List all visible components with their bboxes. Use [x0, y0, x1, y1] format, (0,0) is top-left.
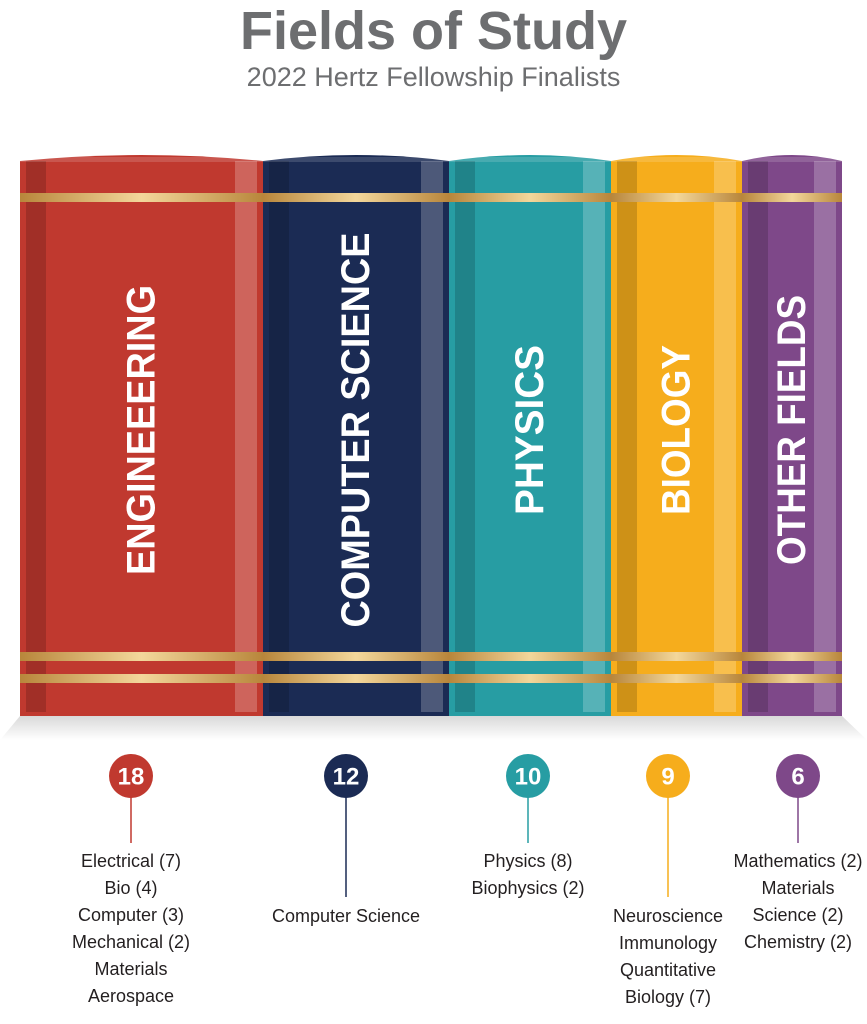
count-marker: 10: [506, 754, 550, 843]
detail-item: Aerospace: [87, 986, 175, 1006]
count-value: 9: [661, 764, 674, 791]
detail-item: Chemistry (2): [743, 932, 852, 952]
detail-item: Computer Science: [271, 906, 421, 926]
count-value: 6: [791, 764, 804, 791]
detail-list: Neuroscience Immunology Quantitative Biolog…: [583, 903, 753, 1011]
book-other-fields: OTHER FIELDS: [742, 155, 842, 716]
detail-list: Computer Science: [261, 903, 431, 930]
category-label: ENGINEEERING: [120, 285, 164, 575]
category-label: PHYSICS: [508, 345, 552, 515]
detail-list: Physics (8) Biophysics (2): [443, 848, 613, 902]
detail-item: Mathematics (2): [733, 851, 863, 871]
count-marker: 12: [324, 754, 368, 897]
detail-item: Mechanical (2): [71, 932, 191, 952]
detail-list: Mathematics (2) Materials Science (2) Chemi…: [713, 848, 867, 956]
count-value: 10: [515, 764, 542, 791]
book-biology: BIOLOGY: [611, 155, 742, 716]
book-computer-science: COMPUTER SCIENCE: [263, 155, 449, 716]
detail-item: Materials: [94, 959, 168, 979]
detail-item: Neuroscience: [612, 906, 724, 926]
detail-item: Biology (7): [624, 987, 712, 1007]
count-value: 12: [333, 764, 360, 791]
book-physics: PHYSICS: [449, 155, 611, 716]
shelf: [0, 716, 867, 740]
count-value: 18: [118, 764, 145, 791]
detail-list: Electrical (7) Bio (4) Computer (3) Mechani…: [46, 848, 216, 1010]
count-marker: 18: [109, 754, 153, 843]
detail-item: Bio (4): [104, 878, 158, 898]
count-marker: 6: [776, 754, 820, 843]
chart-title: Fields of Study: [239, 1, 628, 61]
detail-item: Quantitative: [619, 960, 717, 980]
detail-item: Electrical (7): [80, 851, 182, 871]
detail-item: Physics (8): [483, 851, 573, 871]
count-marker: 9: [646, 754, 690, 897]
detail-item: Science (2): [752, 905, 844, 925]
detail-item: Materials: [761, 878, 835, 898]
detail-item: Immunology: [618, 933, 718, 953]
detail-item: Biophysics (2): [471, 878, 585, 898]
book-engineeering: ENGINEEERING: [20, 155, 263, 716]
chart-subtitle: 2022 Hertz Fellowship Finalists: [246, 62, 621, 92]
category-label: OTHER FIELDS: [770, 295, 814, 565]
category-label: BIOLOGY: [655, 345, 699, 515]
category-label: COMPUTER SCIENCE: [334, 233, 378, 628]
detail-item: Computer (3): [77, 905, 185, 925]
